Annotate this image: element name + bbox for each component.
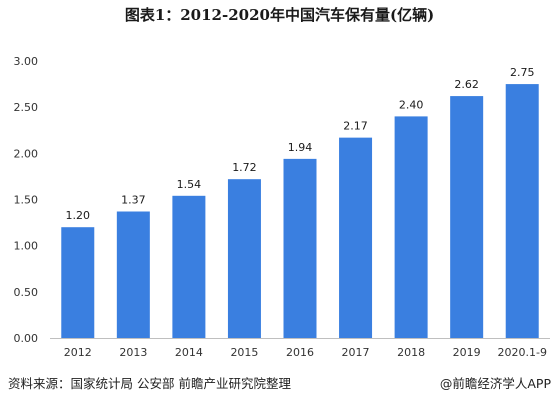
bar [61,227,95,338]
y-axis: 0.00 0.50 1.00 1.50 2.00 2.50 3.00 [14,55,39,345]
bar [394,116,428,339]
brand-credit: @前瞻经济学人APP [439,376,551,391]
bar [227,179,261,338]
y-tick-label: 1.00 [14,240,39,253]
bar-value-label: 1.54 [177,178,202,191]
bar-value-label: 1.37 [121,194,146,207]
x-tick-label: 2016 [286,346,314,359]
bar [339,137,373,338]
bar [283,158,317,338]
x-axis: 2012 2013 2014 2015 2016 2017 2018 2019 2020.1-9 [50,338,550,359]
y-tick-label: 3.00 [14,55,39,68]
x-tick-label: 2020.1-9 [497,346,546,359]
bar-chart: 0.00 0.50 1.00 1.50 2.00 2.50 3.00 1.20 1.37 1.5… [14,55,550,359]
y-tick-label: 1.50 [14,194,39,207]
bars: 1.20 1.37 1.54 1.72 1.94 2.17 2.40 2.62 2.75 [61,66,539,339]
bar [505,84,539,338]
x-tick-label: 2017 [342,346,370,359]
bar-value-label: 2.75 [510,66,535,79]
bar-value-label: 1.20 [66,209,91,222]
x-tick-label: 2019 [453,346,481,359]
bar-value-label: 2.40 [399,98,424,111]
bar [172,195,206,338]
x-tick-label: 2018 [397,346,425,359]
bar [450,96,484,338]
y-tick-label: 0.00 [14,332,39,345]
x-tick-label: 2013 [119,346,147,359]
y-tick-label: 0.50 [14,286,39,299]
source-note: 资料来源：国家统计局 公安部 前瞻产业研究院整理 [8,376,291,391]
bar-value-label: 1.72 [232,161,257,174]
x-tick-label: 2015 [230,346,258,359]
x-tick-label: 2014 [175,346,203,359]
y-tick-label: 2.50 [14,101,39,114]
bar-value-label: 2.17 [343,120,368,133]
y-tick-label: 2.00 [14,147,39,160]
bar-value-label: 2.62 [454,78,479,91]
chart-title: 图表1：2012-2020年中国汽车保有量(亿辆) [124,6,435,24]
bar [116,211,150,338]
bar-value-label: 1.94 [288,141,313,154]
x-tick-label: 2012 [64,346,92,359]
